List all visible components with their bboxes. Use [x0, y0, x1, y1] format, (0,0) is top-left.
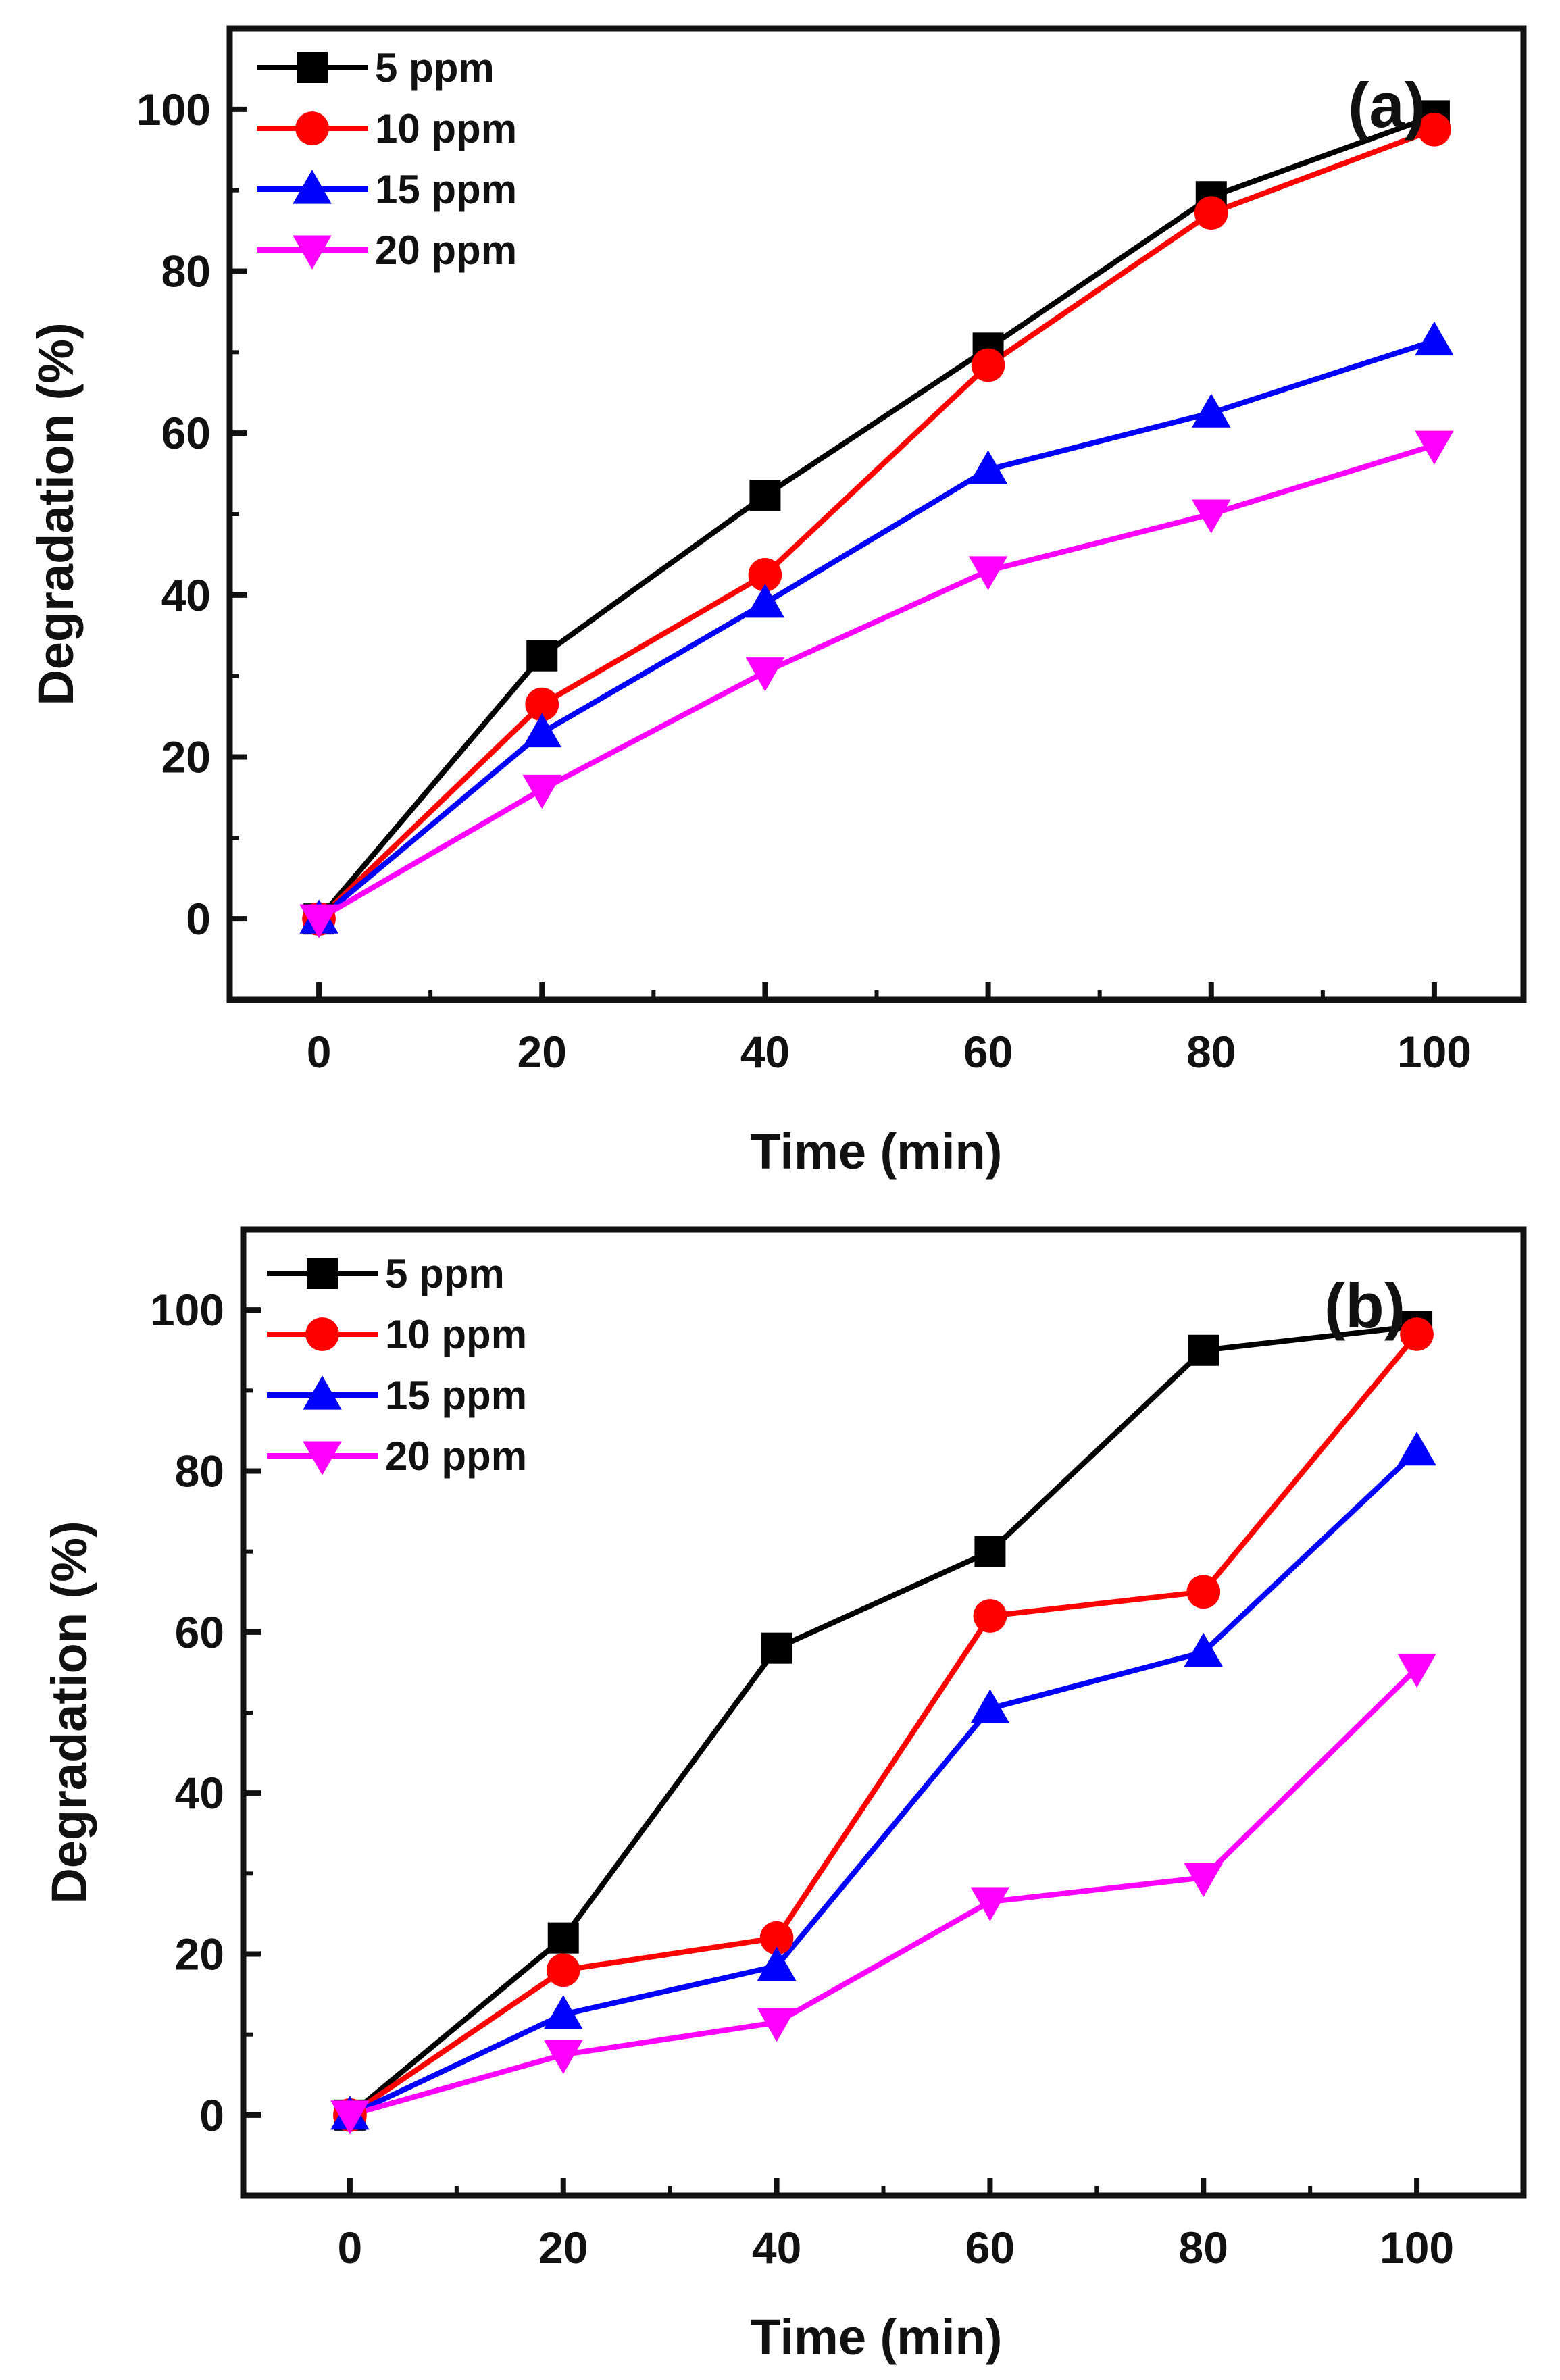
x-tick-label-b-20: 20 — [538, 2223, 588, 2273]
data-point-b-10-ppm-100 — [1400, 1317, 1434, 1351]
legend-a: 5 ppm 10 ppm 15 ppm 20 ppm — [257, 45, 517, 273]
series-line-a-10-ppm — [317, 127, 1436, 921]
panel-a: 0 20 40 60 80 100 0 20 40 60 80 100 5 ppm 10 ppm 15 p… — [28, 25, 1527, 1180]
x-tick-label-a-100: 100 — [1397, 1027, 1471, 1077]
x-axis-title-b: Time (min) — [751, 2309, 1003, 2365]
data-point-b-15-ppm-40 — [757, 1946, 797, 1981]
data-point-a-20-ppm-20 — [522, 774, 561, 809]
y-axis-title-b: Degradation (%) — [41, 1521, 97, 1904]
y-tick-label-a-80: 80 — [161, 247, 211, 297]
data-point-a-10-ppm-80 — [1194, 196, 1228, 230]
legend-marker-a-10-ppm — [295, 111, 329, 145]
legend-label-b-15-ppm: 15 ppm — [385, 1373, 527, 1418]
legend-label-b-20-ppm: 20 ppm — [385, 1434, 527, 1479]
data-point-a-20-ppm-80 — [1192, 499, 1231, 534]
x-tick-label-a-20: 20 — [518, 1027, 567, 1077]
data-point-b-5-ppm-80 — [1188, 1334, 1219, 1366]
data-point-a-5-ppm-20 — [526, 640, 558, 672]
data-point-a-10-ppm-20 — [525, 687, 559, 721]
legend-marker-a-20-ppm — [293, 235, 332, 270]
legend-marker-a-15-ppm — [293, 170, 332, 204]
series-line-a-5-ppm — [317, 113, 1436, 921]
data-point-a-5-ppm-40 — [749, 480, 781, 511]
data-point-a-20-ppm-100 — [1415, 430, 1454, 465]
x-tick-label-b-100: 100 — [1380, 2223, 1454, 2273]
legend-label-a-20-ppm: 20 ppm — [375, 228, 517, 273]
data-point-a-15-ppm-20 — [522, 713, 561, 748]
y-tick-label-a-0: 0 — [186, 894, 211, 944]
data-point-b-20-ppm-40 — [757, 2008, 797, 2042]
series-line-b-10-ppm — [348, 1332, 1419, 2118]
y-tick-label-b-100: 100 — [150, 1285, 224, 1335]
y-tick-label-b-80: 80 — [175, 1446, 224, 1496]
x-axis-title-a: Time (min) — [751, 1123, 1003, 1180]
data-point-b-5-ppm-60 — [974, 1536, 1006, 1567]
x-tick-label-a-80: 80 — [1186, 1027, 1236, 1077]
legend-label-b-10-ppm: 10 ppm — [385, 1312, 527, 1357]
data-point-b-20-ppm-80 — [1184, 1863, 1223, 1898]
legend-marker-a-5-ppm — [297, 52, 328, 83]
data-point-a-20-ppm-40 — [745, 657, 785, 692]
data-point-a-10-ppm-60 — [971, 348, 1005, 382]
y-tick-label-b-0: 0 — [199, 2090, 224, 2140]
x-tick-label-b-80: 80 — [1179, 2223, 1228, 2273]
x-tick-label-a-40: 40 — [740, 1027, 790, 1077]
data-point-a-10-ppm-100 — [1417, 112, 1451, 147]
data-point-b-15-ppm-100 — [1397, 1431, 1436, 1466]
data-point-b-20-ppm-60 — [970, 1887, 1010, 1921]
data-point-b-5-ppm-40 — [761, 1632, 792, 1664]
panel-b: 0 20 40 60 80 100 0 20 40 60 80 100 5 ppm 10 ppm 15 p… — [41, 1226, 1527, 2365]
data-point-b-20-ppm-0 — [330, 2100, 370, 2135]
y-tick-label-b-20: 20 — [175, 1929, 224, 1979]
legend-marker-b-15-ppm — [303, 1375, 342, 1410]
x-tick-label-b-60: 60 — [965, 2223, 1015, 2273]
series-line-b-15-ppm — [349, 1448, 1419, 2118]
y-tick-label-a-60: 60 — [161, 408, 211, 458]
x-tick-label-b-40: 40 — [752, 2223, 801, 2273]
data-point-b-15-ppm-60 — [970, 1689, 1010, 1723]
y-tick-label-a-40: 40 — [161, 570, 211, 620]
data-point-b-10-ppm-80 — [1186, 1575, 1221, 1609]
data-point-b-5-ppm-20 — [547, 1922, 579, 1954]
panel-label-b: (b) — [1324, 1270, 1405, 1341]
data-point-b-15-ppm-20 — [544, 1995, 583, 2029]
data-point-b-10-ppm-40 — [759, 1921, 794, 1955]
legend-b: 5 ppm 10 ppm 15 ppm 20 ppm — [267, 1251, 527, 1479]
data-point-a-15-ppm-60 — [968, 450, 1008, 484]
y-axis-title-a: Degradation (%) — [28, 322, 84, 705]
data-point-a-20-ppm-0 — [299, 904, 338, 938]
data-point-b-20-ppm-100 — [1397, 1653, 1436, 1688]
series-line-b-20-ppm — [349, 1666, 1419, 2118]
legend-marker-b-5-ppm — [307, 1258, 338, 1289]
series-line-b-5-ppm — [348, 1323, 1417, 2117]
y-tick-label-a-20: 20 — [161, 732, 211, 782]
data-point-a-15-ppm-100 — [1415, 321, 1454, 356]
legend-marker-b-20-ppm — [303, 1441, 342, 1475]
legend-label-a-10-ppm: 10 ppm — [375, 106, 517, 151]
series-line-a-15-ppm — [317, 338, 1436, 921]
panel-label-a: (a) — [1348, 70, 1426, 141]
legend-label-a-5-ppm: 5 ppm — [375, 45, 495, 91]
legend-marker-b-10-ppm — [305, 1317, 339, 1351]
data-point-a-10-ppm-40 — [748, 558, 782, 592]
x-tick-label-b-0: 0 — [338, 2223, 363, 2273]
series-line-a-20-ppm — [318, 442, 1436, 921]
y-tick-label-a-100: 100 — [136, 84, 211, 134]
data-point-b-10-ppm-60 — [973, 1599, 1007, 1633]
x-tick-label-a-60: 60 — [963, 1027, 1013, 1077]
y-tick-label-b-60: 60 — [175, 1607, 224, 1657]
y-tick-label-b-40: 40 — [175, 1768, 224, 1818]
data-point-a-15-ppm-40 — [745, 584, 785, 618]
x-tick-label-a-0: 0 — [307, 1027, 332, 1077]
data-point-a-15-ppm-80 — [1192, 393, 1231, 428]
legend-label-b-5-ppm: 5 ppm — [385, 1251, 505, 1296]
data-point-b-15-ppm-80 — [1184, 1632, 1223, 1667]
data-point-b-20-ppm-20 — [544, 2040, 583, 2075]
data-point-b-10-ppm-20 — [546, 1953, 580, 1987]
data-point-a-20-ppm-60 — [968, 556, 1008, 590]
legend-label-a-15-ppm: 15 ppm — [375, 167, 517, 212]
